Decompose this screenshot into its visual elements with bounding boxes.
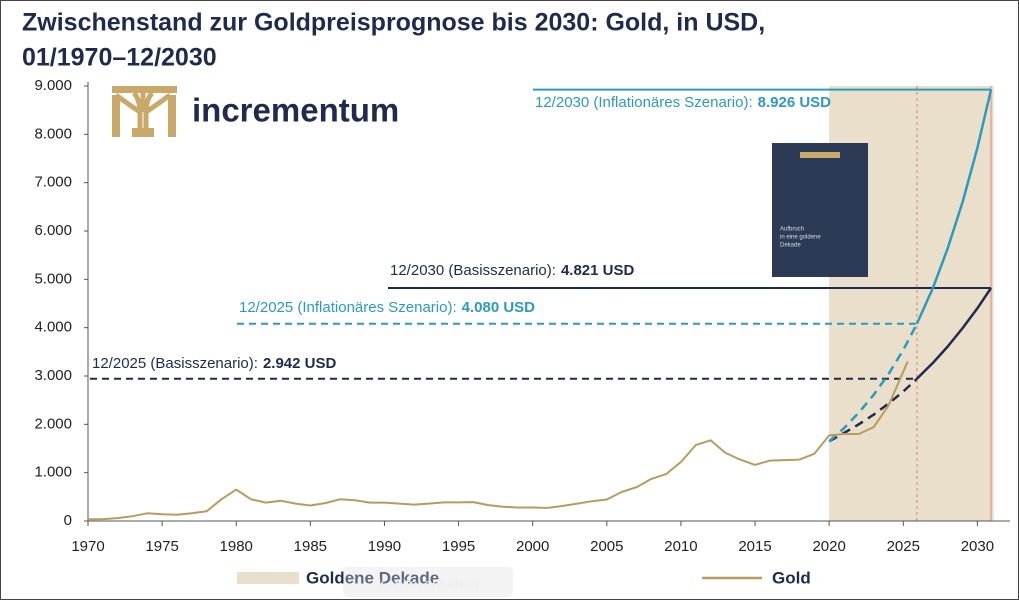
- y-tick-label: 6.000: [34, 222, 72, 239]
- annotation-value: 4.080 USD: [462, 299, 536, 316]
- y-tick-label: 2.000: [34, 415, 72, 432]
- annotation-label: 12/2025 (Inflationäres Szenario):: [239, 299, 457, 316]
- y-tick-label: 5.000: [34, 270, 72, 287]
- chart-title: 01/1970–12/2030: [22, 44, 217, 72]
- chart-title: Zwischenstand zur Goldpreisprognose bis …: [22, 9, 765, 37]
- annotation: 12/2030 (Basisszenario): 4.821 USD: [390, 262, 634, 279]
- line: [87, 361, 909, 521]
- annotation: 12/2025 (Basisszenario): 2.942 USD: [92, 355, 336, 372]
- legend-swatch: [237, 572, 299, 584]
- legend-label: Goldene Dekade: [306, 568, 439, 587]
- line: [915, 89, 993, 325]
- x-tick-label: 1980: [220, 538, 253, 555]
- line: [828, 323, 919, 443]
- brand: incrementum: [192, 92, 399, 129]
- x-tick-label: 2010: [664, 538, 697, 555]
- y-tick-label: 8.000: [34, 125, 72, 142]
- overlay-text[interactable]: Kapitel ansehen: [378, 576, 478, 592]
- annotation-value: 8.926 USD: [758, 94, 832, 111]
- annotation: 12/2030 (Inflationäres Szenario): 8.926 U…: [535, 94, 831, 111]
- x-tick-label: 1970: [71, 538, 104, 555]
- legend-label: Gold: [772, 568, 811, 587]
- line: [916, 287, 993, 380]
- book-cover: Aufbruch in eine goldene Dekade: [772, 143, 868, 277]
- x-tick-label: 2030: [961, 538, 994, 555]
- y-tick-label: 1.000: [34, 464, 72, 481]
- logo: [112, 86, 177, 137]
- cover-text: in eine goldene: [780, 235, 821, 241]
- y-tick-label: 7.000: [34, 174, 72, 191]
- annotation-label: 12/2025 (Basisszenario):: [92, 355, 258, 372]
- y-tick-label: 4.000: [34, 319, 72, 336]
- x-tick-label: 1985: [294, 538, 327, 555]
- x-tick-label: 1995: [442, 538, 475, 555]
- y-tick-label: 3.000: [34, 367, 72, 384]
- y-tick-label: 9.000: [34, 77, 72, 94]
- annotation-label: 12/2030 (Inflationäres Szenario):: [535, 94, 753, 111]
- x-tick-label: 1990: [368, 538, 401, 555]
- y-tick-label: 0: [64, 512, 72, 529]
- legend: Goldene Dekade Gold: [237, 568, 811, 587]
- annotation-value: 4.821 USD: [561, 262, 635, 279]
- overlay-button[interactable]: [343, 567, 513, 597]
- x-tick-label: 2000: [516, 538, 549, 555]
- x-tick-label: 2005: [590, 538, 623, 555]
- cover-text: Aufbruch: [780, 227, 804, 233]
- cover-text: Dekade: [780, 243, 801, 249]
- annotation-value: 2.942 USD: [263, 355, 337, 372]
- x-tick-label: 1975: [145, 538, 178, 555]
- x-tick-label: 2015: [738, 538, 771, 555]
- x-tick-label: 2025: [887, 538, 920, 555]
- annotation-label: 12/2030 (Basisszenario):: [390, 262, 556, 279]
- annotation: 12/2025 (Inflationäres Szenario): 4.080 U…: [239, 299, 535, 316]
- x-tick-label: 2020: [812, 538, 845, 555]
